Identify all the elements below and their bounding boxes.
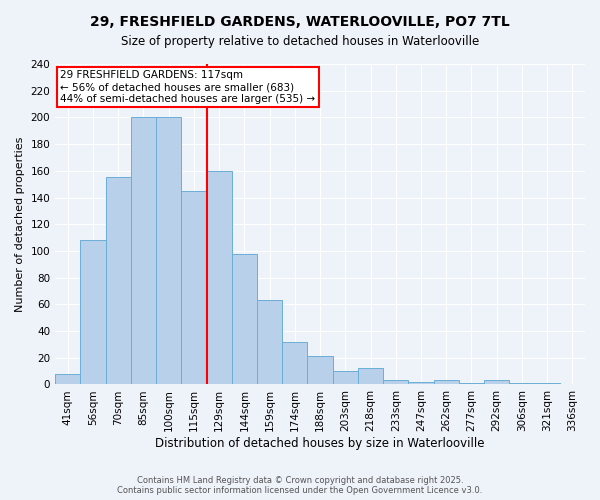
Bar: [257, 300, 282, 384]
Bar: [232, 254, 257, 384]
Bar: [282, 342, 307, 384]
Text: Contains HM Land Registry data © Crown copyright and database right 2025.
Contai: Contains HM Land Registry data © Crown c…: [118, 476, 482, 495]
Bar: [509, 383, 535, 384]
Bar: [181, 191, 206, 384]
Bar: [156, 118, 181, 384]
Bar: [484, 380, 509, 384]
Bar: [535, 383, 560, 384]
Bar: [307, 356, 332, 384]
Bar: [383, 380, 409, 384]
Bar: [131, 118, 156, 384]
Bar: [106, 178, 131, 384]
Bar: [358, 368, 383, 384]
Bar: [434, 380, 459, 384]
Bar: [459, 383, 484, 384]
Bar: [332, 371, 358, 384]
Text: 29 FRESHFIELD GARDENS: 117sqm
← 56% of detached houses are smaller (683)
44% of : 29 FRESHFIELD GARDENS: 117sqm ← 56% of d…: [61, 70, 316, 104]
Bar: [80, 240, 106, 384]
Text: Size of property relative to detached houses in Waterlooville: Size of property relative to detached ho…: [121, 35, 479, 48]
Bar: [55, 374, 80, 384]
X-axis label: Distribution of detached houses by size in Waterlooville: Distribution of detached houses by size …: [155, 437, 485, 450]
Text: 29, FRESHFIELD GARDENS, WATERLOOVILLE, PO7 7TL: 29, FRESHFIELD GARDENS, WATERLOOVILLE, P…: [90, 15, 510, 29]
Y-axis label: Number of detached properties: Number of detached properties: [15, 136, 25, 312]
Bar: [409, 382, 434, 384]
Bar: [206, 171, 232, 384]
